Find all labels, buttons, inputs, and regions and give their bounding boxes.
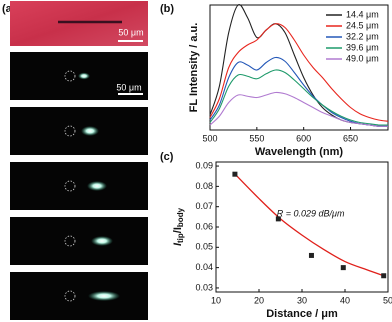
scale-label: 50 μm <box>116 82 141 92</box>
annotation: R = 0.029 dB/μm <box>277 208 345 218</box>
data-point <box>232 171 238 177</box>
x-axis-label: Distance / μm <box>266 308 338 320</box>
spectrum-line <box>209 23 389 122</box>
excitation-spot <box>64 290 76 302</box>
excitation-spot <box>64 125 76 137</box>
legend-label: 32.2 μm <box>346 31 379 41</box>
y-tick-label: 0.08 <box>195 181 213 191</box>
x-tick-label: 10 <box>211 295 221 305</box>
fl-image <box>10 272 148 320</box>
x-tick-label: 30 <box>297 295 307 305</box>
emission <box>87 181 107 191</box>
emission <box>88 291 120 301</box>
y-tick-label: 0.06 <box>195 221 213 231</box>
scale-label: 50 μm <box>118 27 143 37</box>
plot-frame <box>209 4 389 131</box>
emission <box>91 236 113 246</box>
y-tick-label: 0.03 <box>195 282 213 292</box>
y-axis-label-part: body <box>176 207 185 227</box>
y-tick-label: 0.04 <box>195 262 213 272</box>
legend-label: 39.6 μm <box>346 42 379 52</box>
optical-image <box>10 1 148 46</box>
x-tick-label: 550 <box>249 133 264 143</box>
x-tick-label: 40 <box>340 295 350 305</box>
panel-label: (b) <box>160 3 174 15</box>
emission <box>78 72 90 80</box>
y-axis-label-part: I <box>172 242 184 246</box>
x-tick-label: 20 <box>254 295 264 305</box>
fit-line <box>232 171 384 277</box>
y-tick-label: 0.07 <box>195 201 213 211</box>
y-axis-label-part: /I <box>172 227 184 233</box>
y-tick-label: 0.09 <box>195 160 213 170</box>
legend-label: 14.4 μm <box>346 9 379 19</box>
data-point <box>308 252 314 258</box>
panel-label: (c) <box>160 151 174 163</box>
fluorescence-images: 50 μm <box>10 52 148 320</box>
y-axis-label: Itip/Ibody <box>172 207 185 246</box>
excitation-spot <box>64 180 76 192</box>
y-axis-label-part: tip <box>176 233 185 243</box>
x-axis-label: Wavelength (nm) <box>255 146 344 158</box>
legend-label: 49.0 μm <box>346 53 379 63</box>
excitation-spot <box>64 70 76 82</box>
x-tick-label: 500 <box>202 133 217 143</box>
x-tick-label: 600 <box>296 133 311 143</box>
spectrum-line <box>209 69 389 126</box>
spectrum-line <box>209 91 389 127</box>
fl-image <box>10 217 148 265</box>
x-tick-label: 650 <box>343 133 358 143</box>
data-point <box>381 273 387 279</box>
emission <box>81 126 99 136</box>
y-tick-label: 0.05 <box>195 242 213 252</box>
fl-image <box>10 162 148 210</box>
data-point <box>275 216 281 222</box>
data-point <box>340 265 346 271</box>
legend-label: 24.5 μm <box>346 20 379 30</box>
x-tick-label: 50 <box>383 295 392 305</box>
fl-image <box>10 107 148 155</box>
y-axis-label: FL Intensity / a.u. <box>188 23 200 113</box>
excitation-spot <box>64 235 76 247</box>
